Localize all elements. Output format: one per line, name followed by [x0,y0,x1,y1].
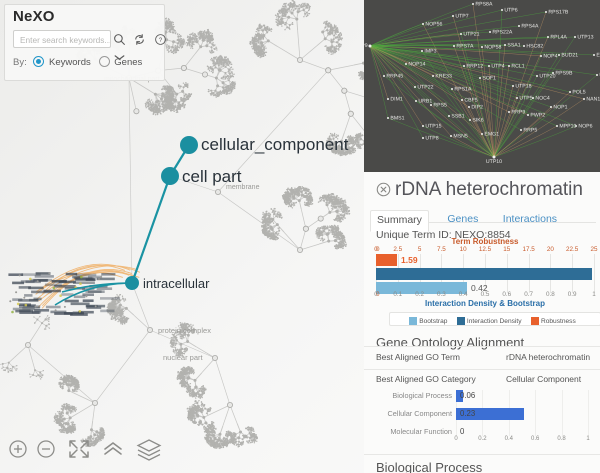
svg-text:?: ? [159,38,163,44]
